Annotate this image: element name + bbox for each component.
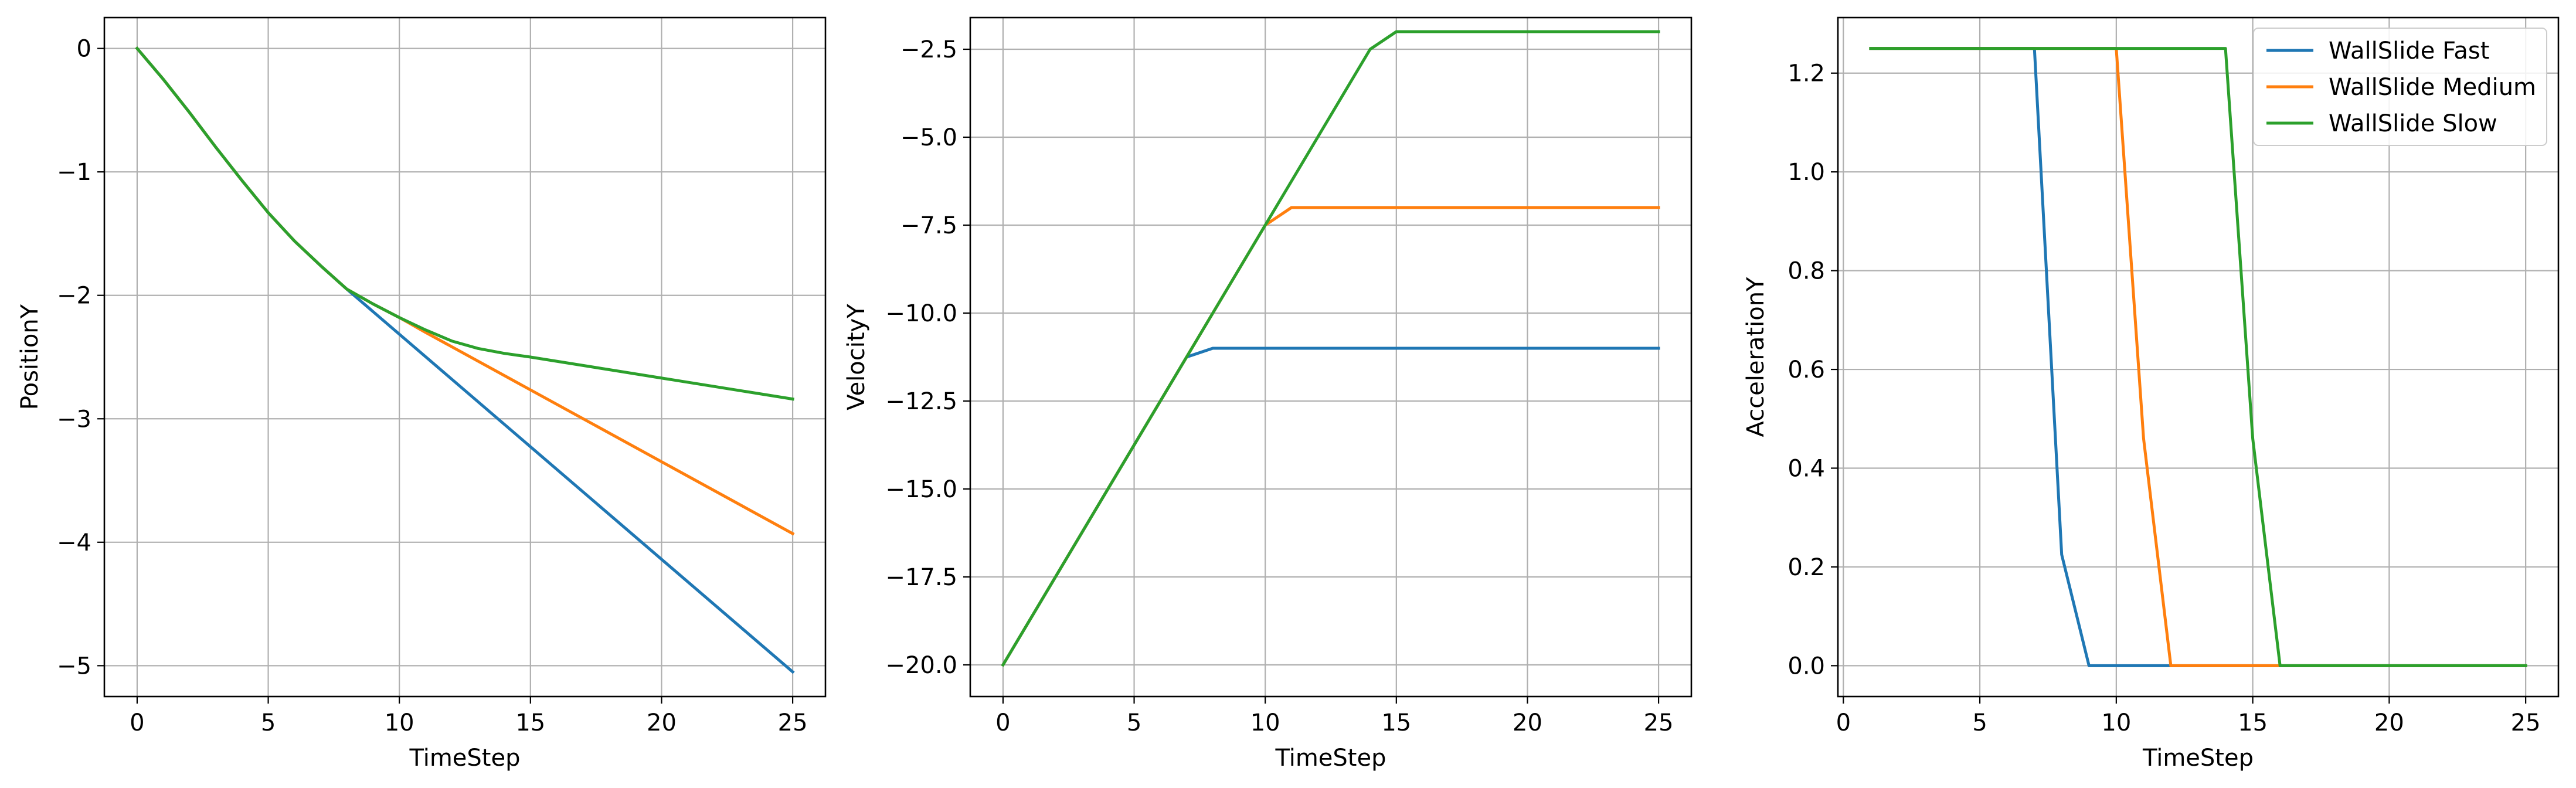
- x-axis-label: TimeStep: [2142, 745, 2254, 772]
- y-tick-label: −10.0: [885, 300, 957, 327]
- x-tick-label: 0: [1836, 709, 1851, 736]
- x-tick-label: 5: [261, 709, 276, 736]
- series-line-slow: [1001, 30, 1660, 667]
- x-tick-label: 0: [995, 709, 1010, 736]
- y-tick-label: 1.0: [1787, 159, 1825, 186]
- legend-entry: WallSlide Slow: [2329, 110, 2497, 137]
- legend-entry: WallSlide Medium: [2329, 74, 2536, 101]
- axes-frame: [1837, 16, 2560, 698]
- series-line-slow: [1869, 47, 2527, 667]
- legend: WallSlide Fast WallSlide Medium WallSlide …: [2253, 28, 2547, 146]
- axes-frame: [103, 16, 827, 698]
- x-tick-label: 25: [1644, 709, 1674, 736]
- subplot-2: 0 5 10 15 20 25 −2.5 −5.0 −7.5 −10.0 −12.5 −15.0 −17…: [843, 16, 1693, 772]
- y-tick-label: 0.0: [1787, 653, 1825, 680]
- x-tick-label: 5: [1127, 709, 1141, 736]
- x-tick-label: 15: [2238, 709, 2268, 736]
- legend-entry: WallSlide Fast: [2329, 38, 2489, 64]
- y-tick-label: −15.0: [885, 476, 957, 503]
- y-tick-label: −4: [57, 529, 91, 556]
- y-tick-label: −5.0: [900, 124, 957, 151]
- y-axis-label: PositionY: [16, 304, 43, 410]
- subplot-3: 0 5 10 15 20 25 0.0 0.2 0.4 0.6 0.8 1.0 1.2 TimeStep A…: [1742, 16, 2560, 772]
- x-tick-label: 5: [1972, 709, 1987, 736]
- x-tick-label: 10: [1250, 709, 1280, 736]
- y-tick-label: 0.2: [1787, 554, 1825, 581]
- y-tick-label: −12.5: [885, 388, 957, 415]
- y-tick-label: 0.4: [1787, 455, 1825, 482]
- legend-box: [2253, 28, 2547, 146]
- subplot-1: 0 5 10 15 20 25 0 −1 −2 −3 −4 −5 TimeStep PositionY: [16, 16, 827, 772]
- y-tick-label: −2: [57, 283, 91, 310]
- x-tick-label: 20: [2374, 709, 2404, 736]
- y-tick-label: −2.5: [900, 36, 957, 63]
- y-tick-label: −7.5: [900, 212, 957, 239]
- y-tick-label: 0: [77, 36, 91, 63]
- x-tick-label: 20: [647, 709, 677, 736]
- x-tick-label: 20: [1513, 709, 1542, 736]
- x-tick-label: 10: [2101, 709, 2131, 736]
- series-line-slow: [135, 46, 794, 401]
- x-axis-label: TimeStep: [409, 745, 521, 772]
- y-tick-label: −3: [57, 406, 91, 433]
- x-tick-label: 10: [385, 709, 414, 736]
- x-tick-label: 0: [130, 709, 144, 736]
- x-tick-label: 25: [778, 709, 808, 736]
- x-tick-label: 25: [2511, 709, 2541, 736]
- y-tick-label: 1.2: [1787, 60, 1825, 87]
- y-tick-label: 0.6: [1787, 356, 1825, 383]
- x-tick-label: 15: [515, 709, 545, 736]
- x-tick-label: 15: [1381, 709, 1411, 736]
- y-tick-label: 0.8: [1787, 258, 1825, 285]
- y-axis-label: AccelerationY: [1742, 277, 1769, 437]
- y-tick-label: −20.0: [885, 652, 957, 679]
- y-axis-label: VelocityY: [843, 304, 870, 410]
- y-tick-label: −5: [57, 653, 91, 680]
- y-tick-label: −1: [57, 159, 91, 186]
- axes-frame: [969, 16, 1693, 698]
- x-axis-label: TimeStep: [1275, 745, 1386, 772]
- y-tick-label: −17.5: [885, 564, 957, 591]
